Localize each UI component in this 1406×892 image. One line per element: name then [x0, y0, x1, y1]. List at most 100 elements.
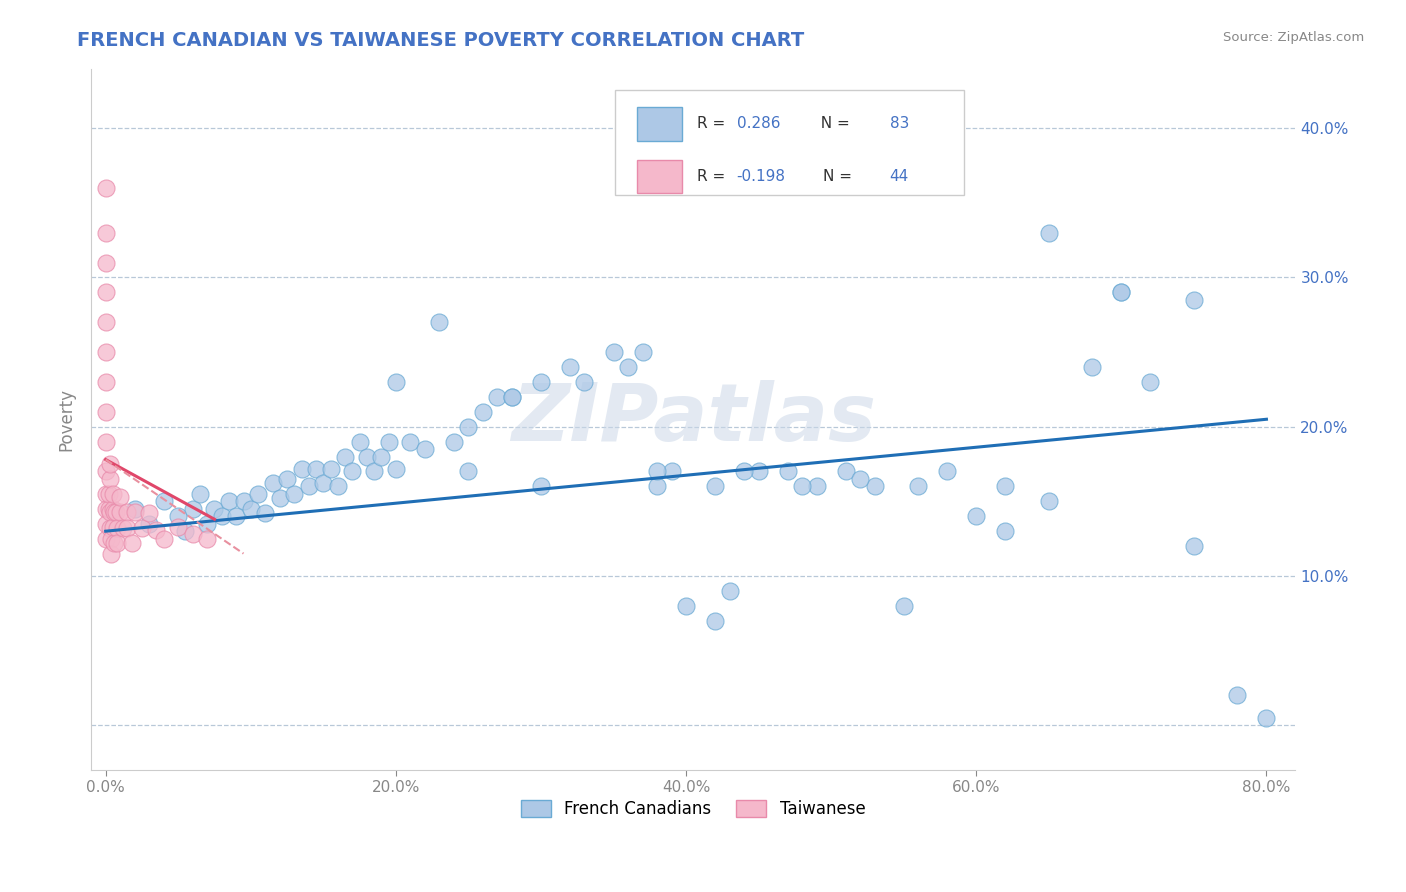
Point: [305, 461, 328, 475]
Point: [98, 472, 121, 486]
Point: [349, 434, 371, 449]
Point: [1038, 226, 1060, 240]
Point: [105, 521, 128, 535]
Point: [733, 465, 755, 479]
Point: [211, 509, 233, 524]
Point: [356, 450, 378, 464]
Point: [792, 479, 814, 493]
Point: [101, 487, 124, 501]
Text: 0.286: 0.286: [737, 116, 780, 131]
Point: [530, 375, 553, 389]
Point: [121, 536, 143, 550]
Point: [94, 345, 117, 359]
Point: [98, 505, 121, 519]
Point: [94, 405, 117, 419]
Point: [1081, 359, 1104, 374]
Point: [661, 465, 683, 479]
Point: [94, 532, 117, 546]
Point: [385, 461, 408, 475]
Point: [103, 505, 125, 519]
Point: [443, 434, 465, 449]
Point: [1038, 494, 1060, 508]
Point: [290, 461, 312, 475]
Point: [94, 434, 117, 449]
Point: [97, 501, 120, 516]
Point: [834, 465, 856, 479]
Point: [94, 516, 117, 531]
Point: [254, 506, 277, 520]
Point: [276, 472, 298, 486]
Point: [239, 501, 262, 516]
Point: [806, 479, 828, 493]
Text: FRENCH CANADIAN VS TAIWANESE POVERTY CORRELATION CHART: FRENCH CANADIAN VS TAIWANESE POVERTY COR…: [77, 31, 804, 50]
Point: [363, 465, 385, 479]
Point: [100, 547, 122, 561]
Point: [138, 506, 160, 520]
Point: [994, 524, 1017, 539]
Point: [602, 345, 624, 359]
Point: [776, 465, 799, 479]
Point: [103, 536, 125, 550]
FancyBboxPatch shape: [614, 89, 965, 194]
Point: [704, 614, 727, 628]
Point: [124, 501, 146, 516]
Point: [1111, 285, 1133, 300]
Point: [1182, 539, 1205, 553]
Point: [145, 523, 167, 537]
Point: [675, 599, 697, 613]
Text: ZIPatlas: ZIPatlas: [510, 380, 876, 458]
Point: [1182, 293, 1205, 307]
Bar: [637, 107, 682, 141]
Point: [218, 494, 240, 508]
Point: [283, 487, 305, 501]
Point: [704, 479, 727, 493]
Point: [312, 476, 335, 491]
Point: [124, 505, 146, 519]
Point: [486, 390, 509, 404]
Point: [195, 532, 218, 546]
Point: [269, 491, 291, 506]
Text: N =: N =: [824, 169, 858, 184]
Point: [108, 490, 131, 504]
Point: [849, 472, 872, 486]
Point: [174, 524, 197, 539]
Point: [104, 505, 127, 519]
Point: [893, 599, 915, 613]
Point: [98, 457, 121, 471]
Point: [101, 519, 124, 533]
Point: [100, 532, 122, 546]
Point: [117, 521, 139, 535]
Text: 44: 44: [890, 169, 908, 184]
Point: [631, 345, 654, 359]
Point: [94, 181, 117, 195]
Point: [94, 315, 117, 329]
Point: [152, 532, 174, 546]
Bar: [637, 160, 682, 194]
Point: [94, 285, 117, 300]
Point: [98, 521, 121, 535]
Point: [94, 501, 117, 516]
Point: [530, 479, 553, 493]
Point: [558, 359, 581, 374]
Point: [748, 465, 770, 479]
Point: [167, 519, 190, 533]
Point: [94, 226, 117, 240]
Text: R =: R =: [697, 116, 730, 131]
Point: [501, 390, 523, 404]
Point: [342, 465, 364, 479]
Point: [131, 521, 153, 535]
Point: [326, 479, 349, 493]
Point: [188, 487, 211, 501]
Point: [167, 509, 190, 524]
Point: [429, 315, 451, 329]
Point: [232, 494, 254, 508]
Text: 83: 83: [890, 116, 910, 131]
Point: [413, 442, 436, 456]
Point: [94, 375, 117, 389]
Text: N =: N =: [811, 116, 855, 131]
Point: [501, 390, 523, 404]
Point: [108, 505, 131, 519]
Point: [718, 583, 741, 598]
Point: [181, 501, 204, 516]
Point: [617, 359, 640, 374]
